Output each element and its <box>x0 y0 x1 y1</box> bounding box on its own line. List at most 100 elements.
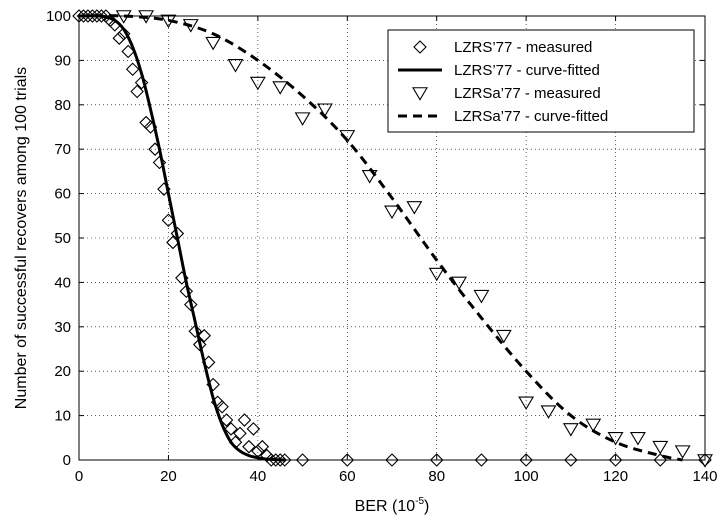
legend-box <box>387 29 695 133</box>
legend-entry: LZRSa’77 - measured <box>412 85 601 102</box>
diamond-marker <box>179 284 194 299</box>
diamond-marker <box>295 453 310 467</box>
diamond-marker <box>134 75 149 90</box>
axis-ticks <box>78 15 706 461</box>
diamond-marker <box>139 115 153 130</box>
triangle-marker <box>473 289 490 304</box>
y-tick-label: 40 <box>54 274 71 291</box>
series-layer <box>72 9 713 468</box>
diamond-marker <box>564 453 578 467</box>
diamond-marker <box>76 9 91 23</box>
fitted-curve-dashed <box>78 14 683 462</box>
legend-entry: LZRS’77 - curve-fitted <box>398 62 600 79</box>
legend-triangle-marker <box>412 87 428 101</box>
series-4 <box>78 14 683 462</box>
x-tick-label: 60 <box>339 468 356 485</box>
diamond-marker <box>152 155 167 170</box>
y-tick-label: 90 <box>54 52 71 69</box>
triangle-marker <box>294 112 311 126</box>
triangle-marker <box>406 201 423 215</box>
x-axis-label-suffix: ) <box>424 498 429 515</box>
y-axis-label: Number of successful recovers among 100 … <box>13 67 30 409</box>
diamond-marker <box>255 439 270 454</box>
diamond-marker <box>72 9 86 23</box>
legend-label: LZRSa’77 - curve-fitted <box>454 108 608 125</box>
y-tick-label: 50 <box>54 230 71 247</box>
triangle-marker <box>518 396 535 411</box>
diamond-marker <box>385 453 399 467</box>
y-tick-label: 80 <box>54 97 71 114</box>
x-axis-label-main: BER (10 <box>355 498 416 515</box>
y-tick-label: 0 <box>63 452 71 469</box>
x-tick-label: 100 <box>514 468 539 485</box>
x-tick-label: 40 <box>250 468 267 485</box>
y-tick-label: 70 <box>54 141 71 158</box>
triangle-marker <box>428 267 445 282</box>
legend-label: LZRS’77 - measured <box>454 39 592 56</box>
x-tick-label: 120 <box>603 468 628 485</box>
diamond-marker <box>608 453 623 467</box>
diamond-marker <box>184 297 198 312</box>
triangle-marker <box>562 423 579 437</box>
legend: LZRS’77 - measured LZRS’77 - curve-fitted… <box>387 29 695 133</box>
legend-label: LZRSa’77 - measured <box>454 85 601 102</box>
legend-entry: LZRSa’77 - curve-fitted <box>398 108 608 125</box>
diamond-marker <box>246 422 261 436</box>
diamond-marker <box>130 84 144 99</box>
triangle-marker <box>249 76 266 91</box>
diamond-marker <box>85 9 100 23</box>
triangle-marker <box>227 59 244 73</box>
diamond-marker <box>197 328 211 343</box>
x-tick-label: 80 <box>428 468 445 485</box>
diamond-marker <box>340 453 355 467</box>
y-tick-label: 20 <box>54 363 71 380</box>
diamond-marker <box>233 426 247 441</box>
diamond-marker <box>215 399 229 414</box>
legend-entry: LZRS’77 - measured <box>413 39 592 56</box>
tick-labels: 0 20 40 60 80 100 120 140 0 10 20 30 40 50 60 70 80 90 100 <box>46 8 718 485</box>
diamond-marker <box>429 453 444 467</box>
diamond-marker <box>224 422 238 436</box>
diamond-marker <box>273 453 287 467</box>
diamond-marker <box>474 453 489 467</box>
diamond-marker <box>188 324 203 339</box>
x-tick-label: 0 <box>75 468 83 485</box>
y-tick-label: 100 <box>46 8 71 25</box>
triangle-marker <box>674 445 691 459</box>
diamond-marker <box>112 31 127 45</box>
y-tick-label: 10 <box>54 408 71 425</box>
diamond-marker <box>277 453 292 467</box>
x-axis-label: BER (10-5) <box>355 496 430 515</box>
diamond-marker <box>125 62 140 77</box>
triangle-marker <box>205 36 222 51</box>
legend-label: LZRS’77 - curve-fitted <box>454 62 600 79</box>
diamond-marker <box>219 413 234 427</box>
y-tick-label: 30 <box>54 319 71 336</box>
series-2 <box>78 14 285 462</box>
diamond-marker <box>519 453 533 467</box>
triangle-marker <box>361 170 378 184</box>
triangle-marker <box>629 431 646 446</box>
fitted-curve-solid <box>78 14 285 462</box>
diamond-marker <box>90 9 104 23</box>
triangle-marker <box>652 440 669 455</box>
triangle-marker <box>697 454 713 468</box>
legend-diamond-marker <box>413 40 427 54</box>
x-tick-label: 20 <box>160 468 177 485</box>
diamond-marker <box>242 439 256 454</box>
diamond-marker <box>237 413 252 427</box>
diamond-marker <box>81 9 95 23</box>
diamond-marker <box>116 26 131 41</box>
series-1 <box>72 9 712 467</box>
triangle-marker <box>272 81 289 95</box>
triangle-marker <box>495 329 512 344</box>
y-tick-label: 60 <box>54 186 71 203</box>
triangle-marker <box>607 431 624 446</box>
triangle-marker <box>316 103 333 117</box>
triangle-marker <box>540 405 557 419</box>
triangle-marker <box>585 418 602 433</box>
diamond-marker <box>192 337 207 352</box>
legend-entries: LZRS’77 - measured LZRS’77 - curve-fitted… <box>398 39 608 125</box>
x-axis-label-exponent: -5 <box>415 496 424 507</box>
